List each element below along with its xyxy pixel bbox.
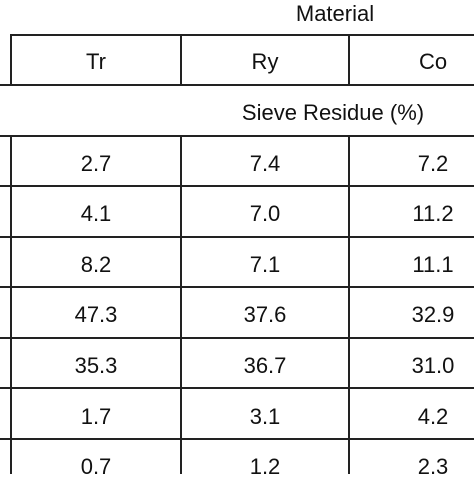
table-cell: 7.0 [249, 201, 281, 226]
table-cell: 47.3 [74, 302, 118, 327]
table-cell: 2.7 [80, 151, 112, 176]
column-divider [180, 34, 182, 86]
table-cell: 31.0 [411, 353, 455, 378]
rule-under-material [11, 34, 474, 36]
table-cell: 8.2 [80, 252, 112, 277]
column-divider [10, 34, 12, 86]
column-header-co: Co [418, 49, 448, 74]
table-cell: 4.2 [417, 404, 449, 429]
row-divider [0, 236, 474, 238]
table-cell: 36.7 [243, 353, 287, 378]
rule-under-columns [0, 84, 474, 86]
table-cell: 3.1 [249, 404, 281, 429]
table-cell: 7.2 [417, 151, 449, 176]
table-cell: 37.6 [243, 302, 287, 327]
group-header-material: Material [295, 1, 375, 26]
table-cell: 11.2 [412, 201, 454, 226]
rule-under-subheader [0, 135, 474, 137]
column-divider [348, 34, 350, 86]
table-cell: 4.1 [80, 201, 112, 226]
table-cell: 11.1 [412, 252, 454, 277]
row-divider [0, 387, 474, 389]
table-cell: 35.3 [74, 353, 118, 378]
table-cell: 1.2 [249, 454, 281, 479]
column-header-ry: Ry [251, 49, 279, 74]
table-cell: 1.7 [80, 404, 112, 429]
table-cell: 7.1 [249, 252, 281, 277]
column-divider [348, 135, 350, 474]
row-divider [0, 185, 474, 187]
column-header-tr: Tr [86, 49, 106, 74]
table-cell: 0.7 [80, 454, 112, 479]
column-divider [10, 135, 12, 474]
row-divider [0, 337, 474, 339]
table-cell: 2.3 [417, 454, 449, 479]
row-divider [0, 438, 474, 440]
subheader-sieve-residue: Sieve Residue (%) [241, 100, 425, 125]
row-divider [0, 286, 474, 288]
table-cell: 7.4 [249, 151, 281, 176]
column-divider [180, 135, 182, 474]
table-cell: 32.9 [411, 302, 455, 327]
